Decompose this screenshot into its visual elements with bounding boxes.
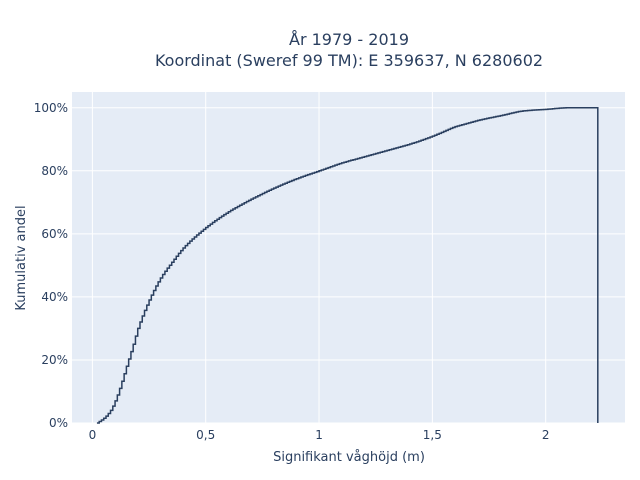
x-axis-title: Signifikant våghöjd (m) xyxy=(273,450,425,465)
y-tick-label: 0% xyxy=(49,416,68,430)
plot-area xyxy=(72,92,625,423)
chart-title-line-1: År 1979 - 2019 xyxy=(289,30,409,49)
y-tick-label: 60% xyxy=(41,227,68,241)
cumulative-step-line xyxy=(96,107,599,424)
x-tick-label: 0 xyxy=(89,428,97,442)
x-tick-label: 1,5 xyxy=(423,428,442,442)
y-tick-label: 80% xyxy=(41,164,68,178)
x-tick-label: 2 xyxy=(542,428,550,442)
x-tick-label: 1 xyxy=(315,428,323,442)
series-layer xyxy=(96,107,599,424)
y-tick-label: 40% xyxy=(41,290,68,304)
y-tick-label: 20% xyxy=(41,353,68,367)
x-tick-label: 0,5 xyxy=(196,428,215,442)
grid-lines xyxy=(72,92,625,424)
chart-title-line-2: Koordinat (Sweref 99 TM): E 359637, N 62… xyxy=(155,51,543,70)
y-axis-title: Kumulativ andel xyxy=(14,205,29,310)
y-tick-label: 100% xyxy=(34,101,68,115)
tick-labels: 0 0,5 1 1,5 20%20%40%60%80%100% xyxy=(34,101,550,442)
